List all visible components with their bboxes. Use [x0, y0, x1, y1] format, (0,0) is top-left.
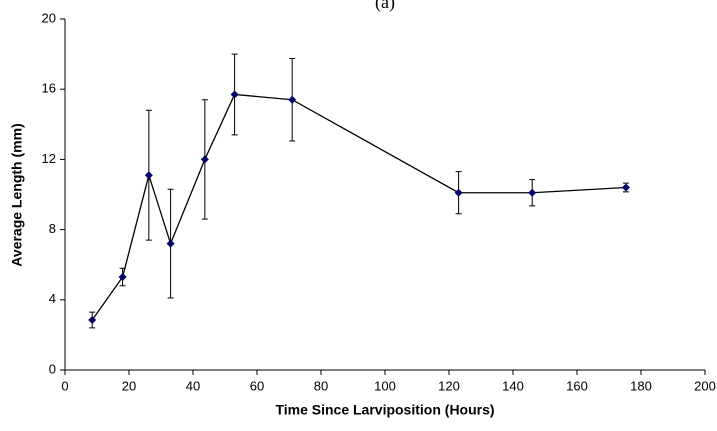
data-point — [528, 188, 537, 197]
x-tick-label: 20 — [122, 378, 136, 393]
x-tick-label: 140 — [502, 378, 524, 393]
data-point — [454, 188, 463, 197]
x-tick-label: 180 — [630, 378, 652, 393]
data-point — [230, 90, 239, 99]
x-tick-label: 40 — [186, 378, 200, 393]
x-tick-label: 200 — [694, 378, 716, 393]
x-tick-label: 160 — [566, 378, 588, 393]
y-tick-label: 8 — [49, 221, 56, 236]
data-point — [88, 315, 97, 324]
data-point — [621, 183, 630, 192]
data-point — [144, 171, 153, 180]
y-axis-label: Average Length (mm) — [9, 123, 25, 266]
data-line — [91, 93, 626, 321]
x-tick-label: 80 — [314, 378, 328, 393]
data-point — [118, 272, 127, 281]
y-tick-label: 0 — [49, 361, 56, 376]
data-point — [200, 155, 209, 164]
y-tick-label: 16 — [42, 81, 56, 96]
x-tick-label: 120 — [438, 378, 460, 393]
x-tick-label: 100 — [374, 378, 396, 393]
data-point — [166, 239, 175, 248]
y-tick-label: 4 — [49, 291, 56, 306]
x-tick-label: 0 — [61, 378, 68, 393]
y-tick-label: 20 — [42, 10, 56, 25]
y-tick-label: 12 — [42, 151, 56, 166]
x-axis-label: Time Since Larviposition (Hours) — [275, 402, 494, 418]
data-point — [288, 95, 297, 104]
x-tick-label: 60 — [250, 378, 264, 393]
chart-title: (a) — [375, 0, 395, 13]
